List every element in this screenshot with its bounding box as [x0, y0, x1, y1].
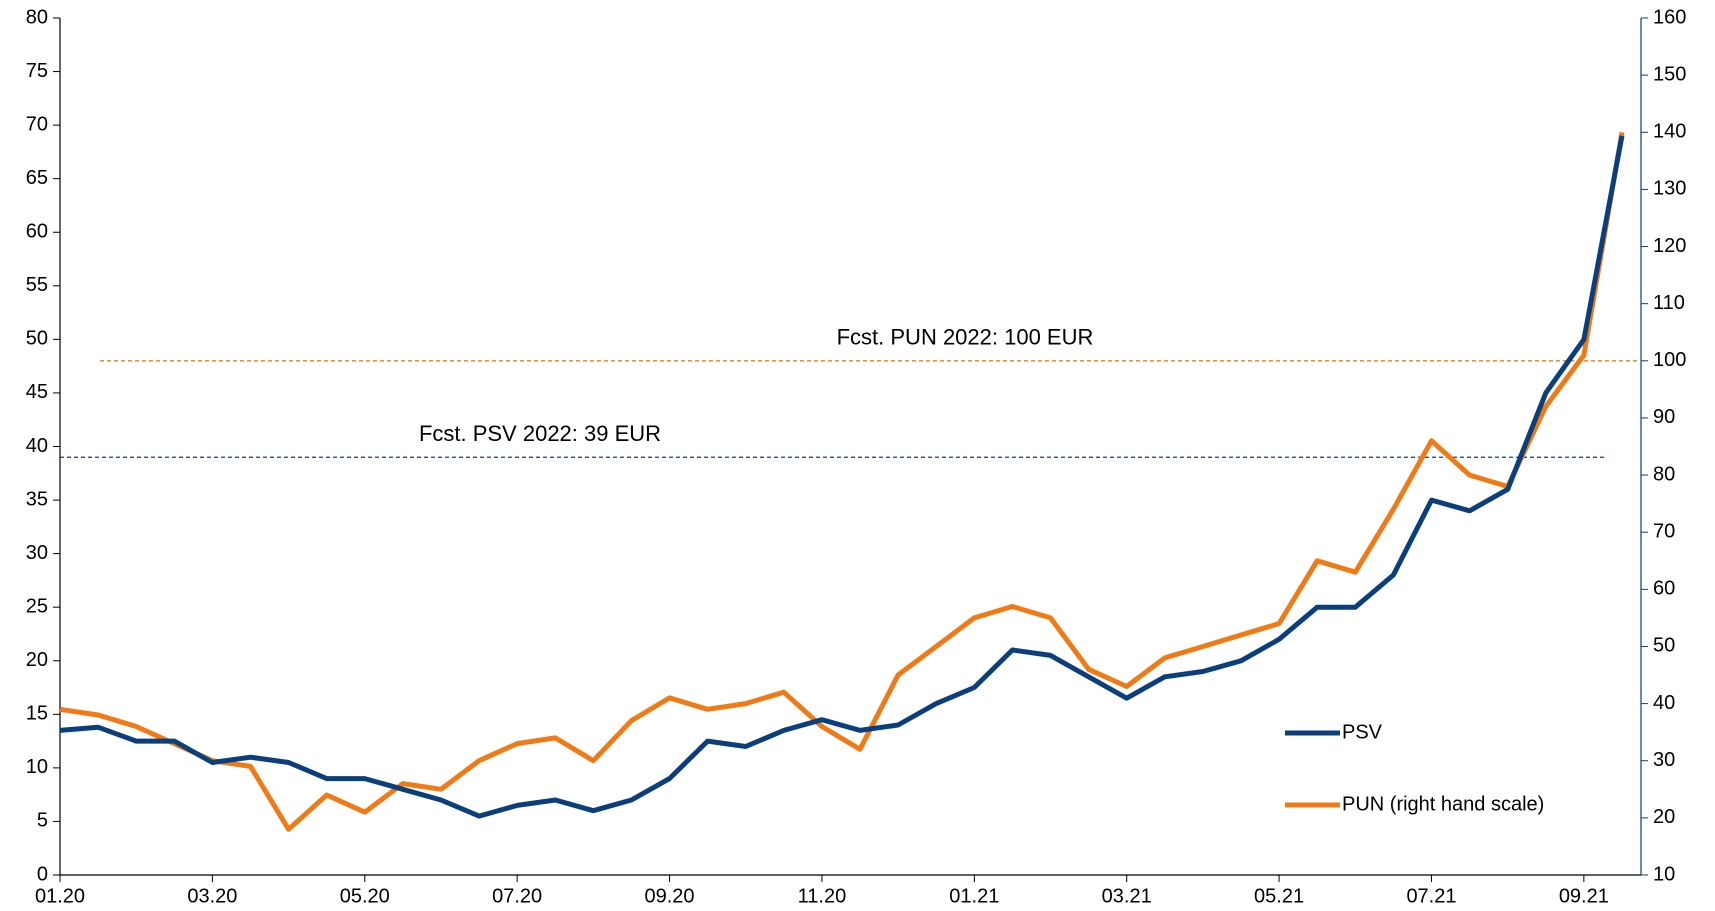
y2-tick-label: 10 [1653, 863, 1675, 885]
y-tick-label: 65 [26, 167, 48, 189]
y2-tick-label: 70 [1653, 520, 1675, 542]
x-tick-label: 05.20 [340, 885, 390, 907]
y-tick-label: 70 [26, 113, 48, 135]
series-line [59, 131, 1625, 832]
y-tick-label: 75 [26, 60, 48, 82]
y2-tick-label: 30 [1653, 749, 1675, 771]
reference-label: Fcst. PUN 2022: 100 EUR [837, 325, 1094, 350]
y-tick-label: 25 [26, 595, 48, 617]
y-tick-label: 30 [26, 542, 48, 564]
x-tick-label: 07.21 [1406, 885, 1456, 907]
series-line [59, 135, 1625, 819]
y-tick-label: 10 [26, 756, 48, 778]
x-tick-label: 01.20 [35, 885, 85, 907]
y-tick-label: 0 [37, 863, 48, 885]
x-tick-label: 03.21 [1102, 885, 1152, 907]
x-tick-label: 09.21 [1559, 885, 1609, 907]
legend-label: PUN (right hand scale) [1342, 793, 1544, 815]
y-tick-label: 35 [26, 488, 48, 510]
y-tick-label: 55 [26, 274, 48, 296]
y2-tick-label: 40 [1653, 692, 1675, 714]
y-tick-label: 80 [26, 6, 48, 28]
y-tick-label: 15 [26, 703, 48, 725]
y-tick-label: 20 [26, 649, 48, 671]
y-tick-label: 40 [26, 435, 48, 457]
reference-label: Fcst. PSV 2022: 39 EUR [419, 421, 661, 446]
y2-tick-label: 160 [1653, 6, 1686, 28]
x-tick-label: 03.20 [187, 885, 237, 907]
y2-tick-label: 140 [1653, 121, 1686, 143]
y2-tick-label: 90 [1653, 406, 1675, 428]
y2-tick-label: 110 [1653, 292, 1685, 314]
x-tick-label: 09.20 [645, 885, 695, 907]
x-tick-label: 05.21 [1254, 885, 1304, 907]
x-tick-label: 11.20 [798, 885, 847, 907]
x-tick-label: 07.20 [492, 885, 542, 907]
y-tick-label: 50 [26, 328, 48, 350]
y2-tick-label: 60 [1653, 578, 1675, 600]
y2-tick-label: 80 [1653, 463, 1675, 485]
y2-tick-label: 100 [1653, 349, 1686, 371]
y2-tick-label: 20 [1653, 806, 1675, 828]
y-tick-label: 5 [37, 810, 48, 832]
y2-tick-label: 120 [1653, 235, 1686, 257]
y2-tick-label: 150 [1653, 63, 1686, 85]
x-tick-label: 01.21 [949, 885, 999, 907]
y2-tick-label: 50 [1653, 635, 1675, 657]
legend-label: PSV [1342, 721, 1383, 743]
y-tick-label: 45 [26, 381, 48, 403]
y2-tick-label: 130 [1653, 178, 1686, 200]
y-tick-label: 60 [26, 221, 48, 243]
